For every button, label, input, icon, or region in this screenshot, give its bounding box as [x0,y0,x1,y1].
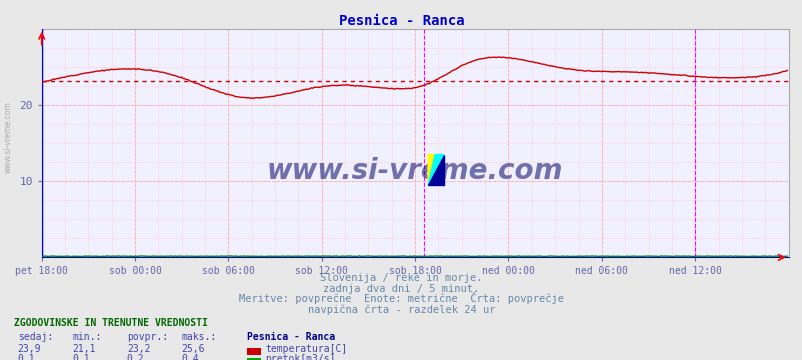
Text: povpr.:: povpr.: [127,332,168,342]
Text: zadnja dva dni / 5 minut.: zadnja dva dni / 5 minut. [323,284,479,294]
Polygon shape [427,154,444,185]
Text: temperatura[C]: temperatura[C] [265,344,346,354]
Text: 23,2: 23,2 [127,344,150,354]
Text: navpična črta - razdelek 24 ur: navpična črta - razdelek 24 ur [307,305,495,315]
Text: pretok[m3/s]: pretok[m3/s] [265,354,335,360]
Text: 0,2: 0,2 [127,354,144,360]
Text: www.si-vreme.com: www.si-vreme.com [4,101,13,173]
Text: 0,1: 0,1 [18,354,35,360]
Text: maks.:: maks.: [181,332,217,342]
Text: Pesnica - Ranca: Pesnica - Ranca [338,14,464,28]
Text: Pesnica - Ranca: Pesnica - Ranca [247,332,335,342]
Text: www.si-vreme.com: www.si-vreme.com [266,157,563,185]
Text: sedaj:: sedaj: [18,332,53,342]
Polygon shape [427,154,435,185]
Polygon shape [427,154,444,185]
Text: Meritve: povprečne  Enote: metrične  Črta: povprečje: Meritve: povprečne Enote: metrične Črta:… [239,292,563,305]
Text: 23,9: 23,9 [18,344,41,354]
Text: 0,1: 0,1 [72,354,90,360]
Text: Slovenija / reke in morje.: Slovenija / reke in morje. [320,273,482,283]
Text: 25,6: 25,6 [181,344,205,354]
Text: ZGODOVINSKE IN TRENUTNE VREDNOSTI: ZGODOVINSKE IN TRENUTNE VREDNOSTI [14,318,208,328]
Text: min.:: min.: [72,332,102,342]
Text: 0,4: 0,4 [181,354,199,360]
Text: 21,1: 21,1 [72,344,95,354]
